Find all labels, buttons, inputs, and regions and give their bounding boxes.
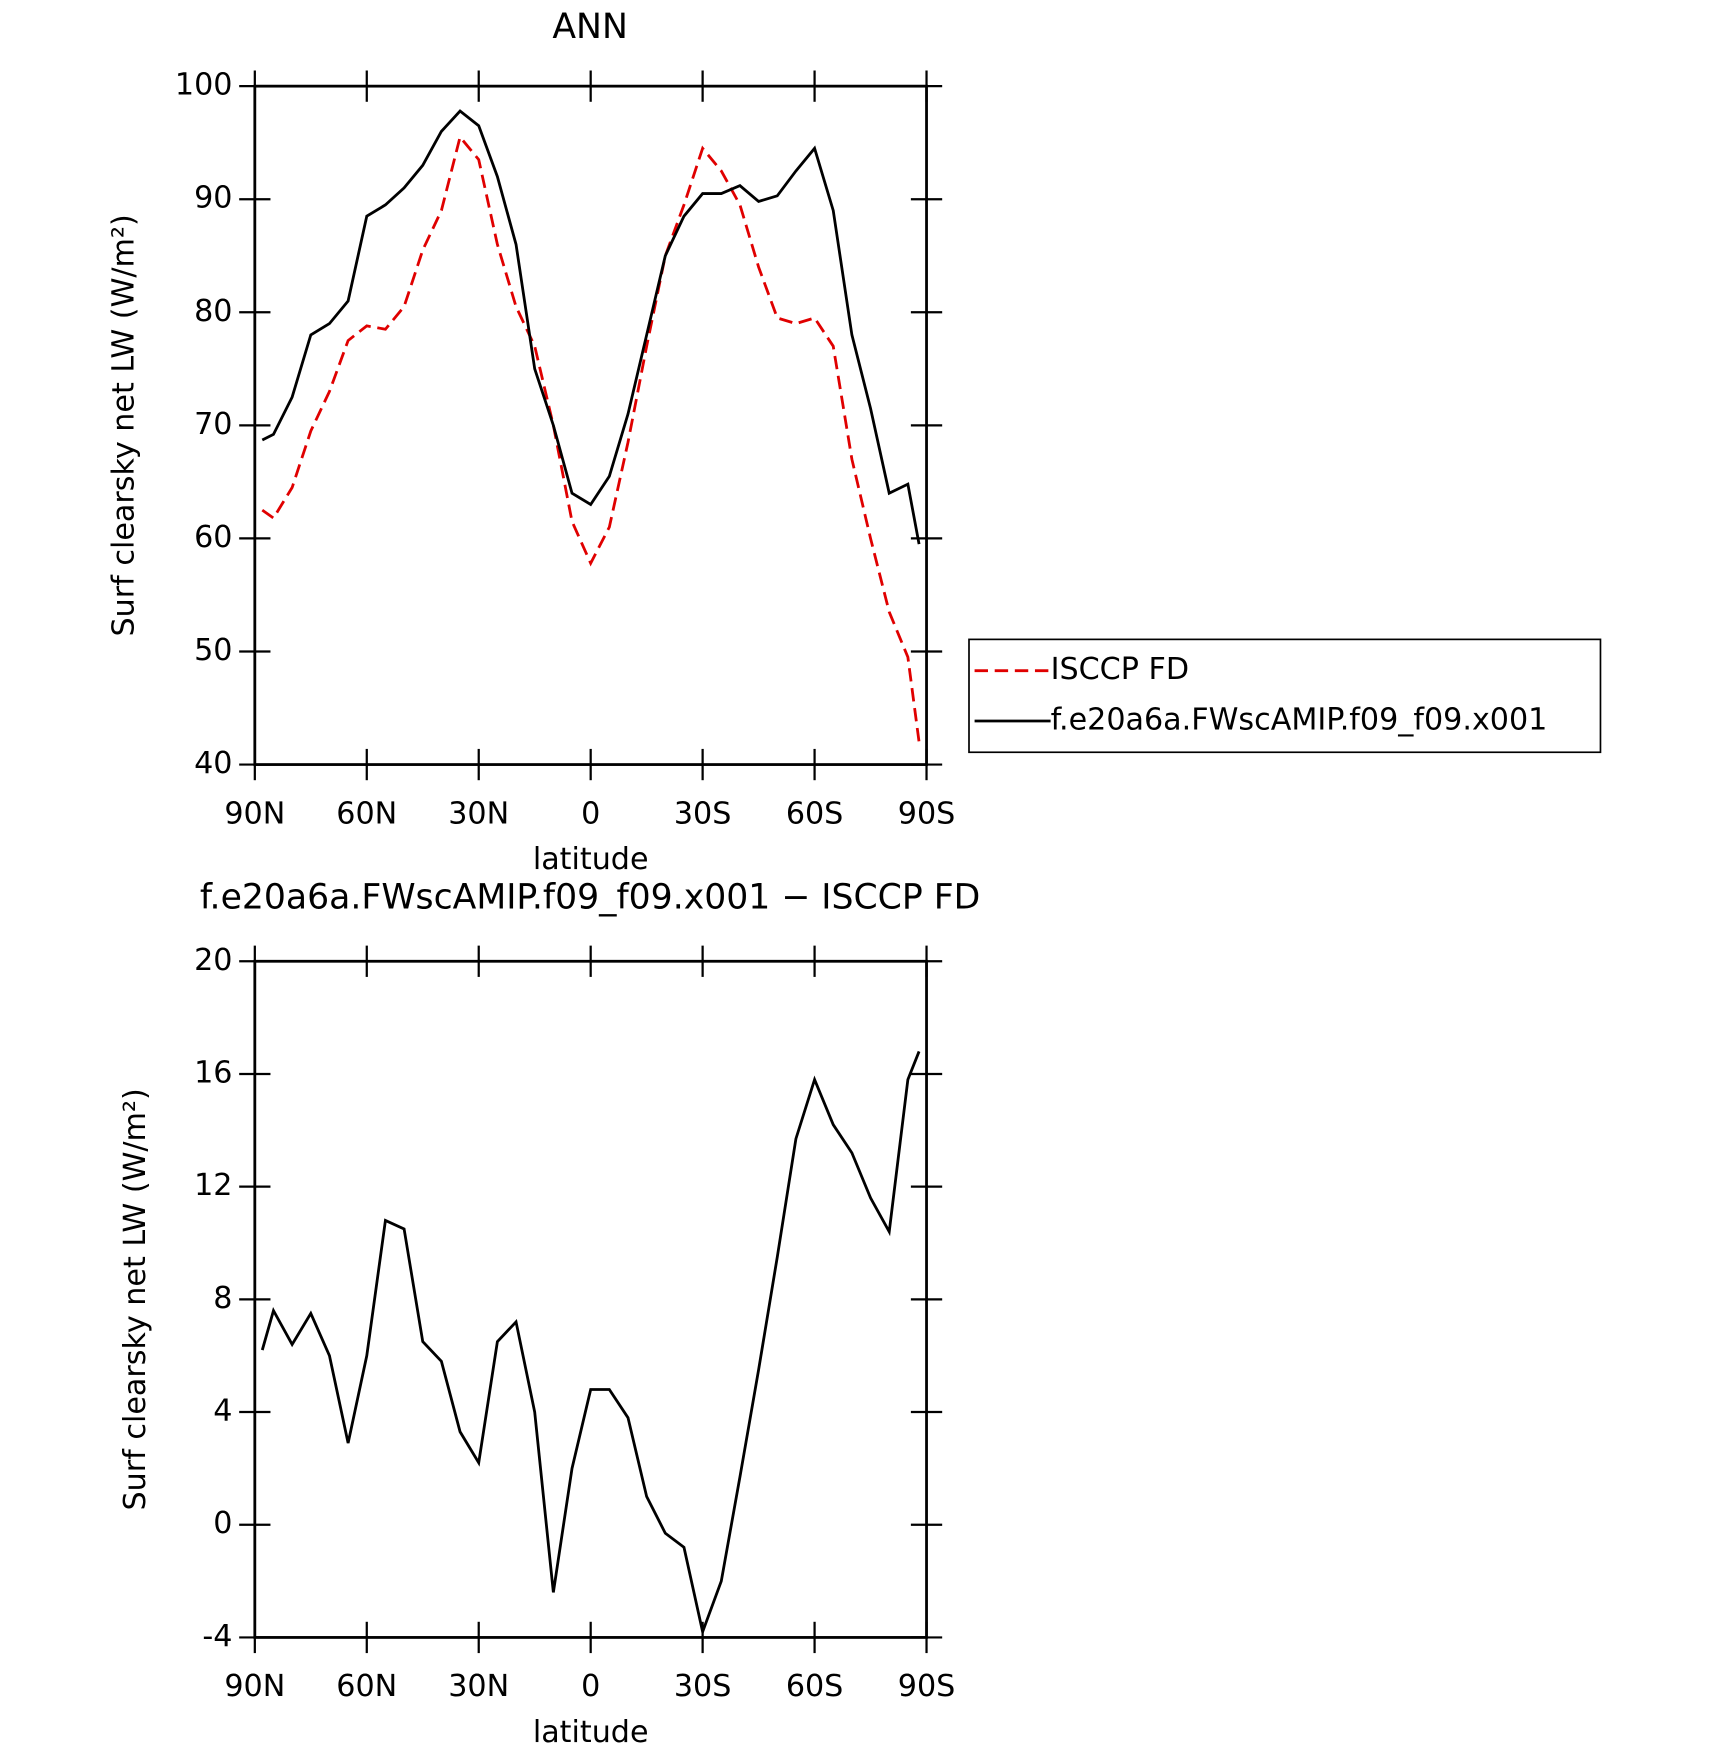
x-tick-label: 90N [224,1669,285,1704]
x-tick-label: 0 [581,796,600,831]
plot-frame [253,84,928,766]
y-tick-label: 12 [194,1168,232,1203]
plot-frame [253,959,928,1639]
y-tick-label: -4 [202,1619,232,1654]
y-tick-label: 70 [194,407,232,442]
x-tick-label: 60S [786,1669,844,1704]
x-tick-label: 30S [674,1669,732,1704]
x-tick-label: 30N [448,1669,509,1704]
legend-label: f.e20a6a.FWscAMIP.f09_f09.x001 [1051,702,1548,737]
y-tick-label: 20 [194,943,232,978]
x-tick-label: 30S [674,796,732,831]
y-axis-label: Surf clearsky net LW (W/m²) [118,1088,153,1510]
x-tick-label: 90S [898,796,956,831]
x-tick-label: 60S [786,796,844,831]
y-tick-label: 90 [194,181,232,216]
y-tick-label: 40 [194,746,232,781]
y-tick-label: 8 [213,1281,232,1316]
x-tick-label: 30N [448,796,509,831]
x-axis-label: latitude [533,842,649,877]
x-tick-label: 60N [336,796,397,831]
legend-box [968,638,1602,754]
y-tick-label: 16 [194,1055,232,1090]
y-tick-label: 100 [175,68,233,103]
x-tick-label: 60N [336,1669,397,1704]
data-line [260,1050,921,1637]
x-tick-label: 90N [224,796,285,831]
legend-label: ISCCP FD [1051,652,1190,687]
data-line [261,109,921,545]
chart-title: ANN [552,7,627,47]
y-tick-label: 60 [194,520,232,555]
y-tick-label: 80 [194,294,232,329]
y-tick-label: 0 [213,1506,232,1541]
y-tick-label: 50 [194,633,232,668]
data-line [261,134,921,743]
x-tick-label: 90S [898,1669,956,1704]
y-axis-label: Surf clearsky net LW (W/m²) [107,214,142,636]
y-tick-label: 4 [213,1394,232,1429]
chart-title: f.e20a6a.FWscAMIP.f09_f09.x001 − ISCCP F… [200,878,980,918]
x-tick-label: 0 [581,1669,600,1704]
x-axis-label: latitude [533,1715,649,1750]
